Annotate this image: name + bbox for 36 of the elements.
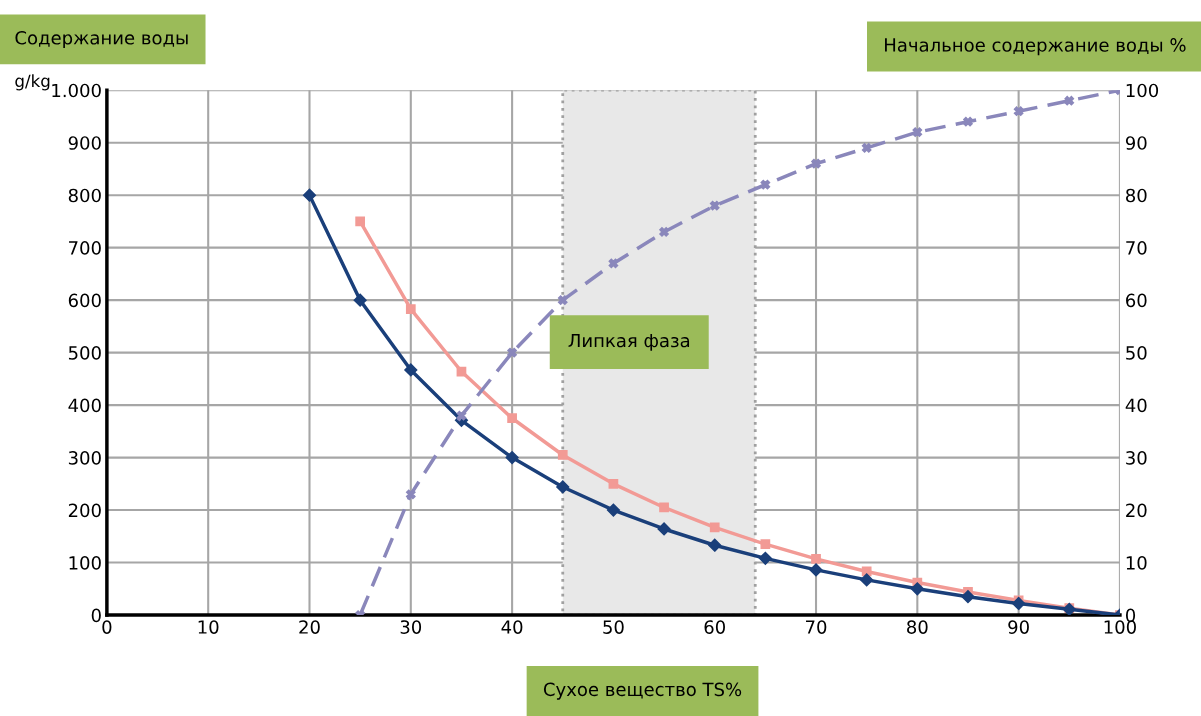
x-tick-label: 50 xyxy=(603,620,624,634)
x-tick-label: 0 xyxy=(102,620,112,634)
y2-tick-label: 50 xyxy=(1126,346,1147,360)
y2-tick-label: 20 xyxy=(1126,503,1147,518)
y-tick-label: 1.000 xyxy=(52,83,101,98)
y2-tick-label: 60 xyxy=(1126,293,1147,308)
y-tick-label: 0 xyxy=(91,608,101,623)
y2-tick-label: 40 xyxy=(1125,398,1147,413)
y2-tick-label: 10 xyxy=(1126,556,1147,570)
x-tick-label: 60 xyxy=(704,620,725,634)
y-tick-label: 400 xyxy=(68,398,101,413)
x-tick-label: 30 xyxy=(400,620,422,634)
x-tick-label: 20 xyxy=(299,620,320,634)
y2-tick-label: 30 xyxy=(1126,451,1147,465)
y-tick-label: 800 xyxy=(68,188,101,203)
y-tick-label: 700 xyxy=(69,241,101,255)
y-tick-label: 100 xyxy=(69,556,101,570)
y2-tick-label: 80 xyxy=(1126,188,1147,203)
y-tick-label: 300 xyxy=(68,451,101,465)
band-label: Липкая фаза xyxy=(568,333,690,351)
y-tick-label: 600 xyxy=(68,293,101,308)
y-axis-title: Содержание воды xyxy=(15,30,188,49)
y-tick-label: 200 xyxy=(68,503,101,518)
y2-tick-label: 100 xyxy=(1126,83,1159,98)
y-tick-label: 900 xyxy=(68,136,101,150)
y-tick-label: 500 xyxy=(68,346,101,360)
x-tick-label: 80 xyxy=(907,620,928,634)
x-tick-label: 10 xyxy=(198,620,219,634)
x-tick-label: 70 xyxy=(806,620,827,634)
x-tick-label: 40 xyxy=(501,620,523,634)
text: g/kg xyxy=(15,74,50,91)
x-tick-label: 90 xyxy=(1008,620,1029,634)
y2-tick-label: 90 xyxy=(1125,136,1147,150)
y2-tick-label: 70 xyxy=(1126,241,1147,255)
x-axis-title: Сухое вещество TS% xyxy=(543,682,742,700)
y2-axis-title: Начальное содержание воды % xyxy=(885,38,1186,56)
